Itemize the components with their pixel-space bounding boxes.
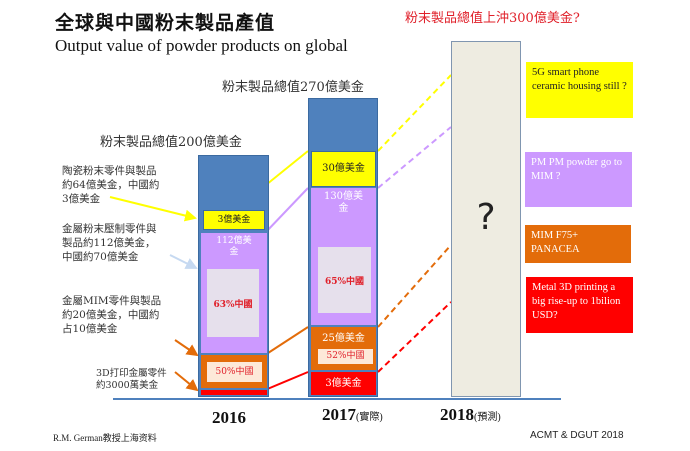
bar-2018-forecast: ? [451,41,521,397]
note-mim: 金屬MIM零件與製品約20億美金，中國約占10億美金 [62,295,162,335]
bar-2016-pm-china-label: 63%中國 [213,300,253,310]
page-subtitle: Output value of powder products on globa… [55,36,348,55]
bar-2017-mim-china: 52%中國 [318,349,373,364]
source-note: R.M. German教授上海资料 [53,433,157,443]
annotation-arrow [174,339,199,357]
x-tick-2018-label: 2018 [440,405,474,424]
page-title: 全球與中國粉末製品產值 [55,12,276,34]
bar-2016-pm-label: 112億美金 [216,236,252,257]
outlook-pm: PM PM powder go to MIM ? [525,152,632,207]
x-tick-2016: 2016 [212,408,246,428]
bar-2017-ceramic-label: 30億美金 [322,163,365,174]
trend-connector [377,301,452,373]
bar-2017-mim-label: 25億美金 [322,333,365,344]
outlook-ceramic: 5G smart phone ceramic housing still ? [526,62,633,118]
total-2016-label: 粉末製品總值200億美金 [100,135,242,150]
trend-connector [377,126,452,189]
note-3d: 3D打印金屬零件約3000萬美金 [96,368,167,391]
outlook-mim: MIM F75+ PANACEA [525,225,631,263]
x-axis-line [113,398,561,400]
forecast-title: 粉末製品總值上沖300億美金? [405,11,580,26]
bar-2016-mim-china: 50%中國 [207,362,262,382]
trend-connector [377,244,452,328]
x-tick-2017-label: 2017 [322,405,356,424]
bar-2017-pm-china: 65%中國 [318,247,371,313]
x-tick-2017: 2017(實際) [322,405,383,425]
total-2017-label: 粉末製品總值270億美金 [222,80,364,95]
x-tick-2017-suffix: (實際) [356,412,383,423]
bar-2017-pm-label: 130億美金 [323,191,364,214]
trend-connector [377,74,452,152]
bar-2016-3d [201,390,267,395]
x-tick-2018-suffix: (預測) [474,412,501,423]
annotation-arrow [109,196,197,222]
trend-connector [264,326,309,356]
trend-connector [264,187,309,234]
bar-2016-ceramic: 3億美金 [203,210,265,230]
bar-2018-question: ? [476,197,496,238]
annotation-arrow [169,254,198,269]
bar-2016-mim-china-label: 50%中國 [215,367,254,377]
annotation-arrow [174,371,199,392]
note-ceramic: 陶瓷粉末零件與製品約64億美金，中國約3億美金 [62,165,160,205]
note-pm: 金屬粉末壓制零件與製品約112億美金，中國約70億美金 [62,223,157,263]
x-tick-2018: 2018(預測) [440,405,501,425]
outlook-3d: Metal 3D printing a big rise-up to 1bili… [526,277,633,333]
bar-2016-ceramic-label: 3億美金 [217,215,251,225]
bar-2017-pm-china-label: 65%中國 [324,277,365,287]
bar-2017-3d-label: 3億美金 [325,378,362,389]
bar-2017-ceramic: 30億美金 [311,151,376,187]
bar-2017-3d: 3億美金 [311,372,376,395]
bar-2017-mim-china-label: 52%中國 [326,351,365,361]
trend-connector [264,371,309,391]
x-tick-2016-label: 2016 [212,408,246,427]
bar-2016-pm-china: 63%中國 [207,269,259,337]
copyright: ACMT & DGUT 2018 [530,430,624,441]
